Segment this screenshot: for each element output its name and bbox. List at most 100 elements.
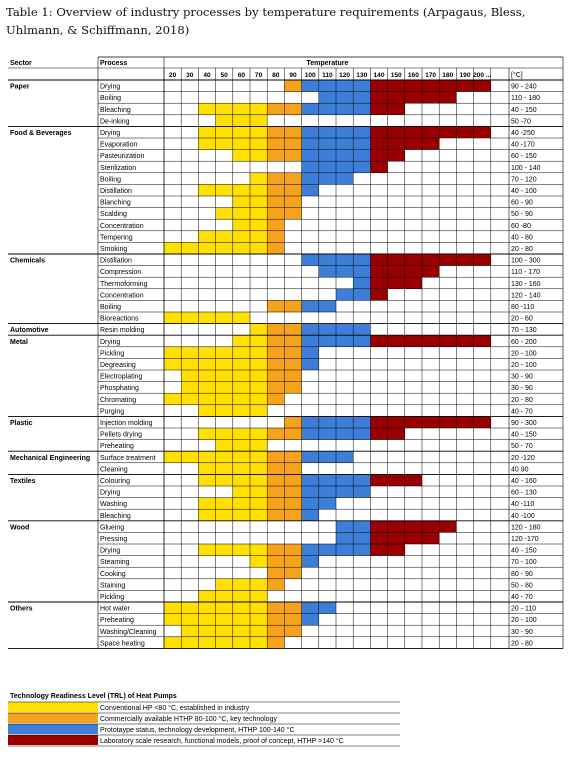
- heatmap-cell: [164, 346, 182, 359]
- heatmap-cell: [404, 277, 422, 289]
- heatmap-cell: [198, 242, 216, 254]
- temperature-tick-label: 20: [169, 72, 177, 79]
- range-label: 110 - 170: [511, 269, 540, 276]
- heatmap-cell: [336, 544, 354, 556]
- heatmap-cell: [336, 288, 354, 301]
- heatmap-cell: [336, 138, 354, 150]
- heatmap-cell: [456, 416, 474, 428]
- heatmap-cell: [336, 532, 354, 544]
- heatmap-cell: [198, 103, 216, 115]
- heatmap-cell: [336, 103, 354, 115]
- process-label: Cleaning: [100, 466, 128, 473]
- heatmap-cell: [250, 114, 268, 127]
- heatmap-cell: [284, 567, 302, 579]
- heatmap-cell: [353, 80, 371, 92]
- heatmap-cell: [232, 207, 250, 220]
- heatmap-cell: [267, 462, 285, 475]
- heatmap-cell: [404, 474, 422, 486]
- heatmap-cell: [473, 126, 491, 138]
- heatmap-cell: [301, 613, 319, 626]
- heatmap-cell: [422, 532, 440, 544]
- heatmap-cell: [181, 636, 199, 649]
- heatmap-cell: [267, 323, 285, 336]
- heatmap-cell: [198, 393, 216, 405]
- process-label: Boiling: [100, 95, 121, 102]
- heatmap-cell: [181, 358, 199, 370]
- heatmap-cell: [198, 138, 216, 150]
- heatmap-cell: [267, 242, 285, 254]
- legend-swatch: [8, 702, 98, 712]
- heatmap-cell: [387, 277, 405, 289]
- process-label: Preheating: [100, 617, 134, 624]
- heatmap-cell: [301, 161, 319, 173]
- heatmap-cell: [215, 544, 233, 556]
- heatmap-cell: [164, 451, 182, 463]
- heatmap-cell: [284, 462, 302, 475]
- heatmap-cell: [284, 509, 302, 521]
- heatmap-cell: [232, 404, 250, 417]
- heatmap-cell: [336, 265, 354, 278]
- heatmap-cell: [387, 91, 405, 104]
- heatmap-cell: [336, 486, 354, 498]
- heatmap-cell: [439, 254, 457, 266]
- heatmap-cell: [181, 393, 199, 405]
- heatmap-cell: [250, 428, 268, 440]
- heatmap-cell: [250, 370, 268, 382]
- heatmap-cell: [198, 358, 216, 370]
- heatmap-cell: [215, 602, 233, 614]
- temperature-tick-label: 150: [391, 72, 402, 79]
- process-label: Surface treatment: [100, 455, 156, 462]
- heatmap-cell: [232, 486, 250, 498]
- heatmap-cell: [215, 590, 233, 602]
- heatmap-cell: [284, 323, 302, 336]
- heatmap-cell: [232, 312, 250, 324]
- heatmap-cell: [422, 335, 440, 347]
- heatmap-cell: [232, 451, 250, 463]
- heatmap-cell: [284, 602, 302, 614]
- range-label: 50 - 70: [511, 443, 533, 450]
- process-label: Purging: [100, 408, 124, 415]
- process-label: Cooking: [100, 571, 126, 578]
- heatmap-cell: [404, 91, 422, 104]
- sector-label: Others: [10, 606, 33, 613]
- heatmap-cell: [250, 474, 268, 486]
- heatmap-cell: [267, 625, 285, 637]
- heatmap-cell: [370, 532, 388, 544]
- sector-label: Chemicals: [10, 258, 45, 265]
- legend-label: Laboratory scale research, functional mo…: [100, 737, 344, 745]
- heatmap-cell: [422, 91, 440, 104]
- heatmap-cell: [284, 625, 302, 637]
- range-label: 30 - 90: [511, 629, 533, 636]
- heatmap-cell: [198, 509, 216, 521]
- range-label: 20 - 80: [511, 246, 533, 253]
- process-label: Bleaching: [100, 107, 131, 114]
- heatmap-cell: [301, 486, 319, 498]
- heatmap-cell: [301, 451, 319, 463]
- heatmap-cell: [250, 486, 268, 498]
- heatmap-cell: [404, 335, 422, 347]
- heatmap-cell: [250, 555, 268, 568]
- heatmap-cell: [353, 91, 371, 104]
- table-caption: Table 1: Overview of industry processes …: [6, 5, 526, 37]
- heatmap-cell: [250, 172, 268, 185]
- range-label: 60 -80: [511, 223, 531, 230]
- heatmap-cell: [370, 277, 388, 289]
- heatmap-cell: [267, 138, 285, 150]
- range-label: 70 - 100: [511, 559, 537, 566]
- heatmap-cell: [387, 428, 405, 440]
- process-label: Resin molding: [100, 327, 144, 334]
- process-header: Process: [100, 60, 127, 67]
- heatmap-cell: [232, 196, 250, 208]
- heatmap-cell: [232, 103, 250, 115]
- temperature-tick-label: 120: [339, 72, 350, 79]
- heatmap-cell: [232, 358, 250, 370]
- heatmap-cell: [318, 544, 336, 556]
- process-label: Pickling: [100, 350, 124, 357]
- heatmap-cell: [267, 207, 285, 220]
- heatmap-cell: [301, 509, 319, 521]
- process-label: Injection molding: [100, 420, 153, 427]
- heatmap-cell: [267, 184, 285, 196]
- heatmap-cell: [215, 103, 233, 115]
- heatmap-cell: [181, 602, 199, 614]
